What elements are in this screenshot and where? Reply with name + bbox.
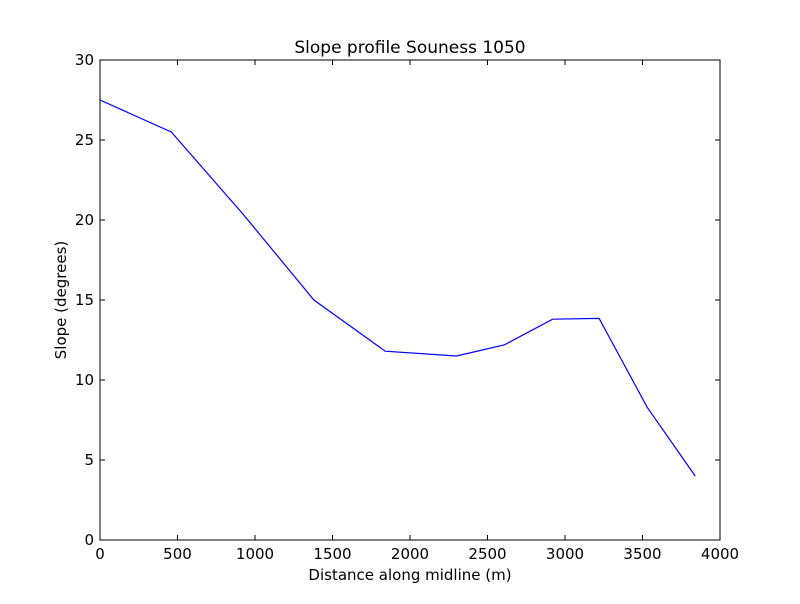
y-tick-label: 20 — [75, 211, 94, 229]
x-tick-label: 0 — [95, 545, 105, 563]
x-axis-label: Distance along midline (m) — [308, 566, 511, 584]
y-tick-label: 10 — [75, 371, 94, 389]
x-tick-label: 2500 — [468, 545, 506, 563]
x-tick-label: 3000 — [546, 545, 584, 563]
x-tick-label: 1000 — [236, 545, 274, 563]
y-tick-label: 5 — [84, 451, 94, 469]
x-tick-label: 3500 — [623, 545, 661, 563]
y-tick-label: 30 — [75, 51, 94, 69]
chart-title: Slope profile Souness 1050 — [294, 38, 525, 58]
x-tick-label: 4000 — [701, 545, 739, 563]
y-tick-label: 15 — [75, 291, 94, 309]
y-tick-label: 25 — [75, 131, 94, 149]
plot-area — [100, 60, 720, 540]
x-tick-label: 2000 — [391, 545, 429, 563]
y-axis-label: Slope (degrees) — [52, 241, 70, 359]
x-tick-label: 1500 — [313, 545, 351, 563]
x-tick-label: 500 — [163, 545, 192, 563]
y-tick-label: 0 — [84, 531, 94, 549]
